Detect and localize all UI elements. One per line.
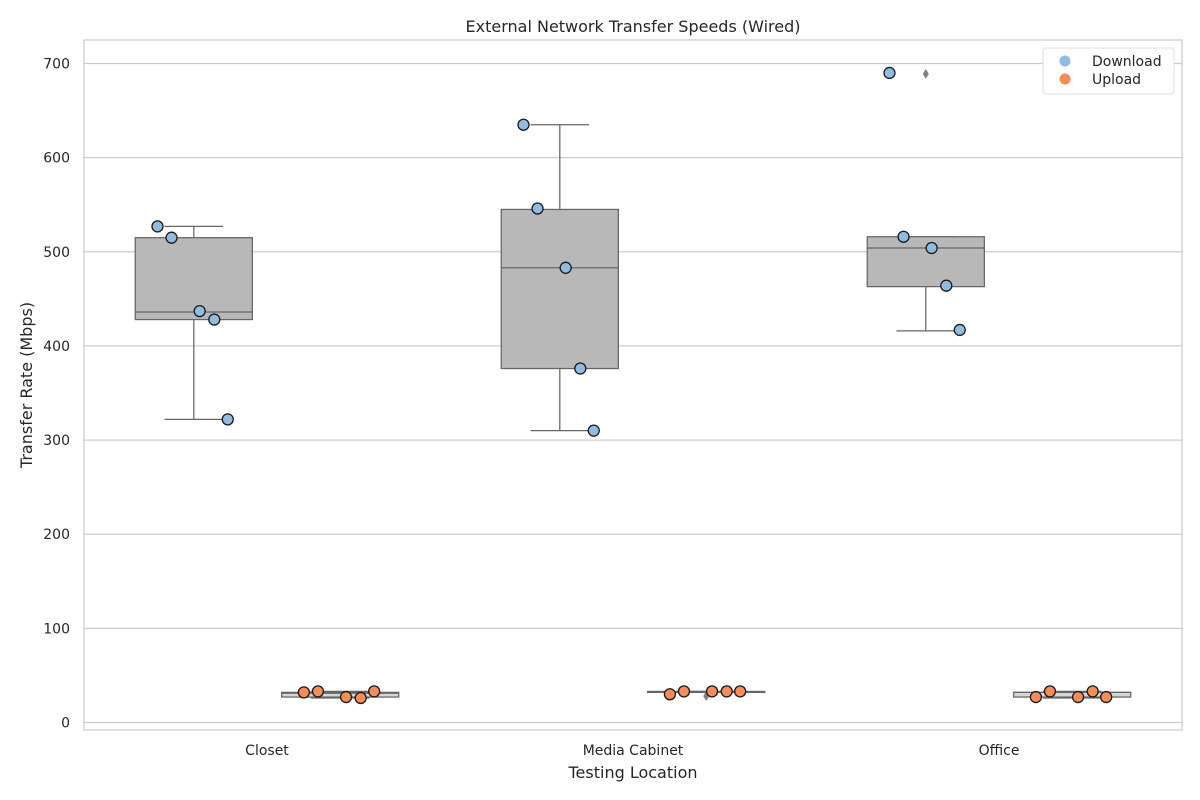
- point-download: [883, 66, 896, 80]
- point-upload: [705, 685, 719, 698]
- x-tick-label: Media Cabinet: [583, 743, 684, 759]
- point-download: [953, 323, 966, 337]
- y-tick-label: 300: [43, 433, 70, 449]
- point-upload: [1029, 690, 1043, 704]
- point-download: [531, 202, 544, 215]
- legend-marker-download: [1059, 55, 1071, 67]
- grid: [84, 62, 1182, 724]
- x-axis-ticks: Closet Media Cabinet Office: [245, 743, 1019, 759]
- point-upload: [368, 685, 381, 698]
- legend-frame: [1042, 47, 1175, 95]
- point-upload: [339, 690, 353, 704]
- point-upload: [1100, 690, 1113, 704]
- x-axis-label: Testing Location: [567, 763, 697, 782]
- y-tick-label: 600: [43, 151, 70, 167]
- box-download: [500, 208, 619, 370]
- chart-title: External Network Transfer Speeds (Wired): [466, 17, 801, 36]
- box-plots: [134, 68, 1132, 702]
- legend: Download Upload: [1042, 47, 1175, 95]
- legend-marker-upload: [1059, 73, 1071, 85]
- y-axis-ticks: 0 100 200 300 400 500 600 700: [43, 57, 70, 732]
- point-upload: [311, 685, 325, 698]
- y-tick-label: 0: [61, 715, 70, 731]
- point-upload: [677, 685, 691, 698]
- y-tick-label: 200: [43, 527, 70, 543]
- x-tick-label: Office: [979, 743, 1020, 759]
- y-tick-label: 500: [43, 245, 70, 261]
- x-tick-label: Closet: [245, 743, 289, 759]
- y-tick-label: 700: [43, 57, 70, 73]
- y-tick-label: 100: [43, 621, 70, 637]
- box-download: [134, 237, 253, 321]
- point-upload: [663, 688, 677, 701]
- outlier-marker: [922, 68, 929, 79]
- point-download: [587, 424, 600, 437]
- data-points: [151, 66, 1113, 705]
- y-tick-label: 400: [43, 339, 70, 355]
- point-download: [151, 220, 164, 233]
- point-download: [559, 261, 572, 274]
- point-upload: [1043, 685, 1057, 698]
- point-download: [940, 279, 953, 292]
- point-download: [574, 362, 587, 375]
- point-upload: [734, 685, 747, 698]
- point-upload: [354, 691, 367, 705]
- plot-area: [83, 39, 1183, 731]
- point-download: [165, 231, 178, 244]
- point-upload: [297, 686, 311, 699]
- legend-label-upload: Upload: [1092, 72, 1141, 88]
- point-upload: [720, 685, 733, 698]
- point-download: [221, 413, 234, 426]
- point-download: [925, 241, 938, 255]
- point-download: [208, 313, 221, 326]
- point-download: [897, 230, 910, 243]
- point-upload: [1071, 690, 1085, 704]
- box-download: [866, 236, 985, 288]
- point-download: [193, 304, 206, 318]
- legend-label-download: Download: [1092, 54, 1162, 70]
- y-axis-label: Transfer Rate (Mbps): [17, 302, 36, 469]
- point-upload: [1086, 685, 1099, 698]
- point-download: [517, 118, 530, 131]
